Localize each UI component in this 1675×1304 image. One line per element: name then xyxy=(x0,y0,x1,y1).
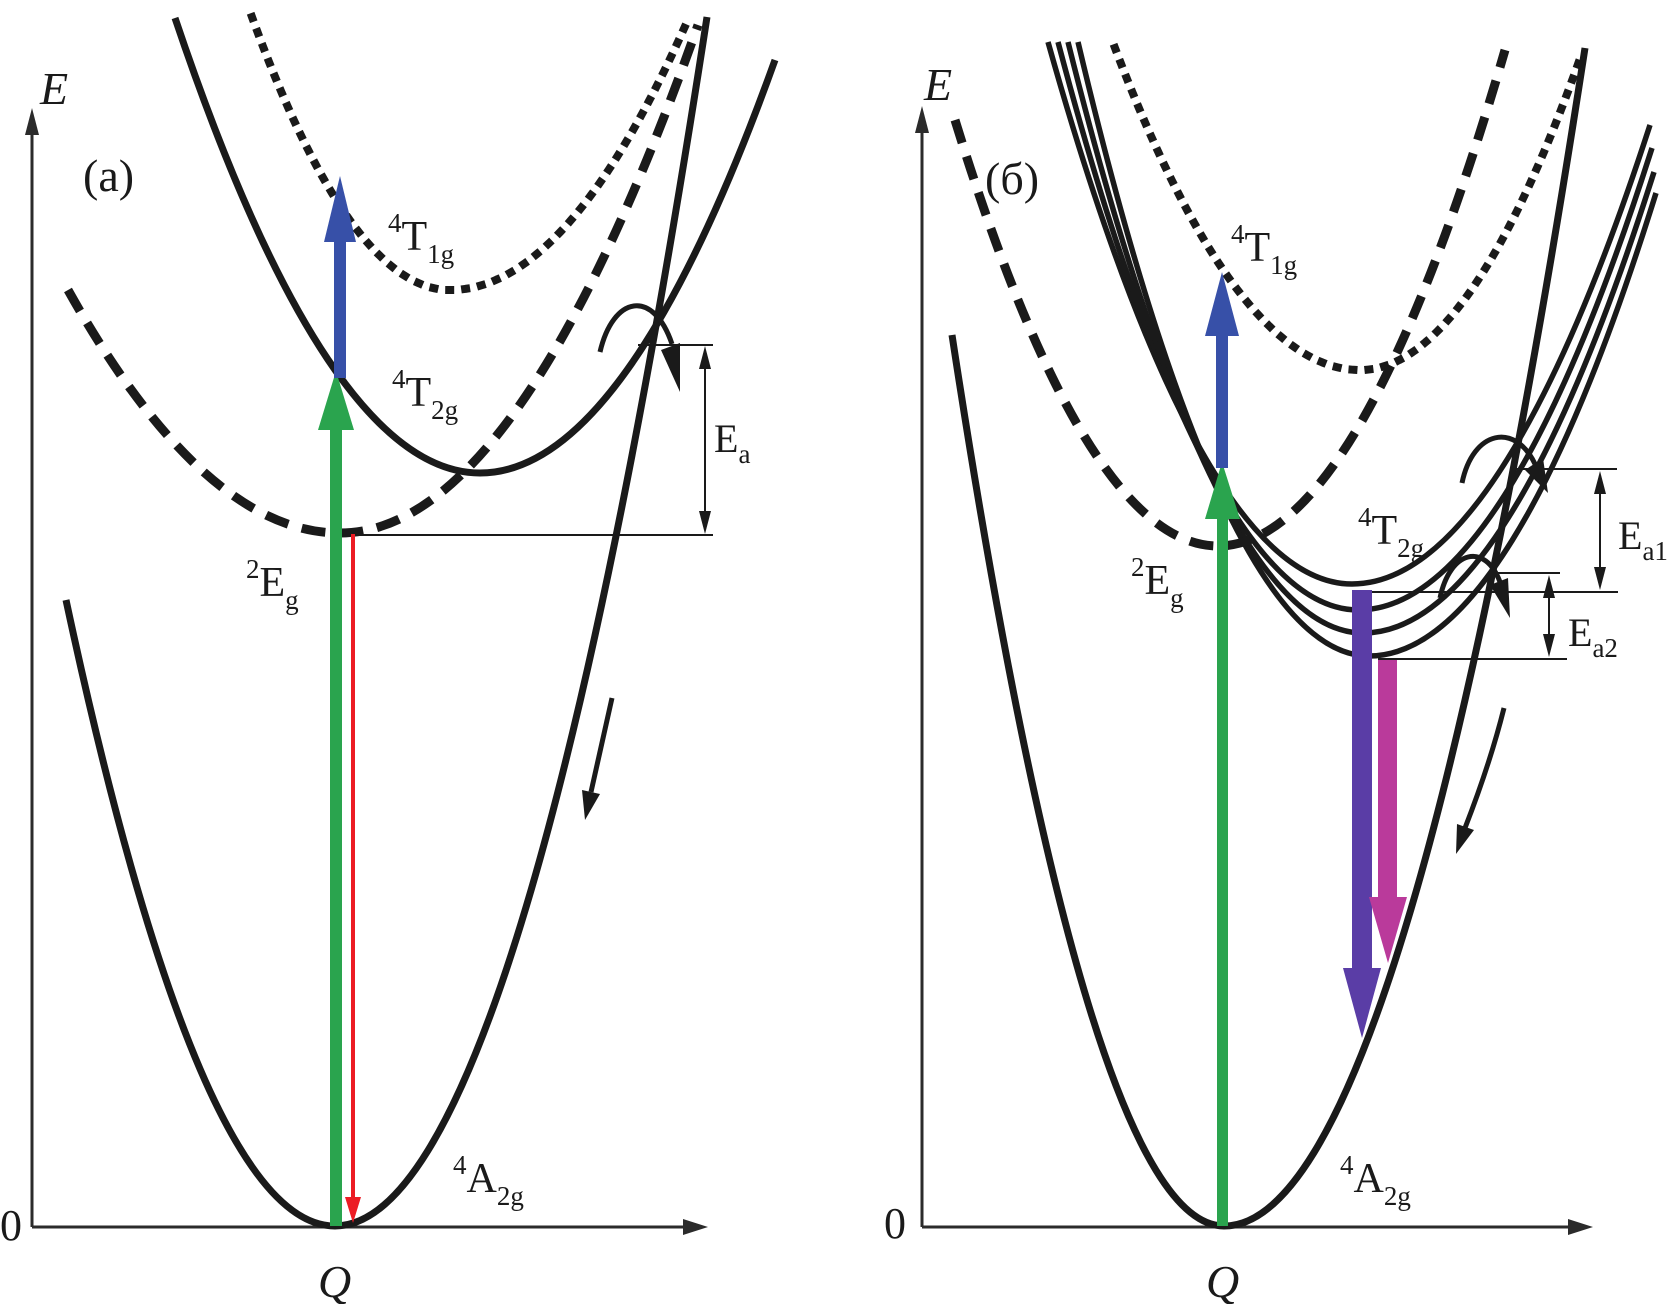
panel-b-ea1-measure-arrow-up-icon xyxy=(1594,471,1606,494)
panel-a-relaxation-arrow-head-icon xyxy=(582,790,600,820)
panel-a: E (a) 0 Q 4T1g 4T2g 2Eg 4A2g Ea xyxy=(0,9,779,1304)
panel-b-relaxation-arrow-head-icon xyxy=(1456,824,1474,854)
panel-b-a2g-ground-parabola xyxy=(948,47,1589,1230)
panel-a-q-axis-label: Q xyxy=(318,1256,351,1304)
panel-a-relaxation-arc xyxy=(588,697,615,793)
panel-b-purple-emission-arrow-head-icon xyxy=(1343,968,1381,1038)
panel-b-eg-dashed-parabola xyxy=(950,48,1510,551)
panel-a-state-label-eg: 2Eg xyxy=(246,554,299,615)
panel-b-ea1-label: Ea1 xyxy=(1618,513,1668,566)
panel-b-state-label-a2g: 4A2g xyxy=(1340,1150,1411,1211)
panel-b-state-label-t2g: 4T2g xyxy=(1358,502,1424,563)
panel-a-t1g-dotted-parabola xyxy=(246,9,696,295)
panel-b-t2g-sublevel-curve-1 xyxy=(1045,41,1653,587)
panel-a-ea-label: Ea xyxy=(714,416,750,469)
panel-b-green-excitation-arrow-shaft xyxy=(1217,514,1228,1226)
panel-b-green-excitation-arrow-head-icon xyxy=(1205,462,1240,519)
panel-b-ea2-measure-arrow-up-icon xyxy=(1543,575,1555,598)
panel-b-state-label-t1g: 4T1g xyxy=(1231,219,1297,280)
panel-a-crossing-hop-arc xyxy=(597,303,675,353)
panel-b-upper-crossing-hop-arrow-head-icon xyxy=(1525,458,1548,493)
panel-b-origin-label: 0 xyxy=(884,1199,906,1248)
panel-a-energy-axis-arrow-icon xyxy=(25,108,39,135)
panel-b: E (б) 0 Q 4T1g 4T2g 2Eg 4A2g Ea1 Ea2 xyxy=(884,41,1668,1304)
panel-a-crossing-hop-arrow-head-icon xyxy=(661,343,680,392)
panel-b-purple-emission-arrow-shaft xyxy=(1352,590,1372,972)
panel-a-red-emission-arrow-head-icon xyxy=(345,1197,361,1223)
panel-b-q-axis-arrow-icon xyxy=(1568,1219,1593,1235)
panel-b-lower-crossing-hop-arrow-head-icon xyxy=(1490,578,1510,618)
panel-b-magenta-emission-arrow-head-icon xyxy=(1369,897,1407,963)
panel-a-blue-excitation-arrow-shaft xyxy=(334,240,346,378)
panel-a-ea-measure-arrow-up-icon xyxy=(699,346,711,369)
panel-b-t2g-sublevel-curve-2 xyxy=(1055,41,1655,613)
panel-b-tag: (б) xyxy=(985,153,1039,204)
panel-a-state-label-a2g: 4A2g xyxy=(453,1150,524,1211)
panel-a-eg-dashed-parabola xyxy=(64,23,703,538)
panel-a-blue-excitation-arrow-head-icon xyxy=(324,176,356,242)
panel-b-t2g-sublevel-curve-3 xyxy=(1065,41,1657,636)
panel-b-lower-crossing-hop-arc xyxy=(1437,553,1503,599)
panel-a-q-axis-arrow-icon xyxy=(683,1219,708,1235)
panel-a-energy-axis-label: E xyxy=(39,63,68,114)
panel-a-green-excitation-arrow-head-icon xyxy=(318,371,354,430)
panel-a-tag: (a) xyxy=(83,150,134,201)
panel-b-blue-excitation-arrow-head-icon xyxy=(1205,272,1239,336)
panel-b-ea2-measure-arrow-down-icon xyxy=(1543,634,1555,657)
panel-b-upper-crossing-hop-arc xyxy=(1459,434,1538,484)
panel-a-state-label-t2g: 4T2g xyxy=(392,364,458,425)
panel-a-ea-measure-arrow-down-icon xyxy=(699,511,711,534)
panel-b-state-label-eg: 2Eg xyxy=(1131,552,1184,613)
panel-b-relaxation-arc xyxy=(1462,707,1507,829)
panel-b-energy-axis-arrow-icon xyxy=(915,106,929,133)
panel-a-origin-label: 0 xyxy=(0,1201,22,1250)
panel-b-t1g-dotted-parabola xyxy=(1109,42,1589,375)
panel-b-energy-axis-label: E xyxy=(923,59,952,110)
panel-b-q-axis-label: Q xyxy=(1206,1256,1239,1304)
panel-b-ea2-label: Ea2 xyxy=(1568,610,1618,663)
panel-b-blue-excitation-arrow-shaft xyxy=(1216,332,1228,468)
panel-a-state-label-t1g: 4T1g xyxy=(388,208,454,269)
panel-a-green-excitation-arrow-shaft xyxy=(330,424,342,1226)
panel-a-a2g-ground-parabola xyxy=(62,16,711,1230)
panel-b-ea1-measure-arrow-down-icon xyxy=(1594,567,1606,590)
panel-a-t2g-parabola xyxy=(171,16,779,477)
panel-b-magenta-emission-arrow-shaft xyxy=(1378,660,1397,900)
